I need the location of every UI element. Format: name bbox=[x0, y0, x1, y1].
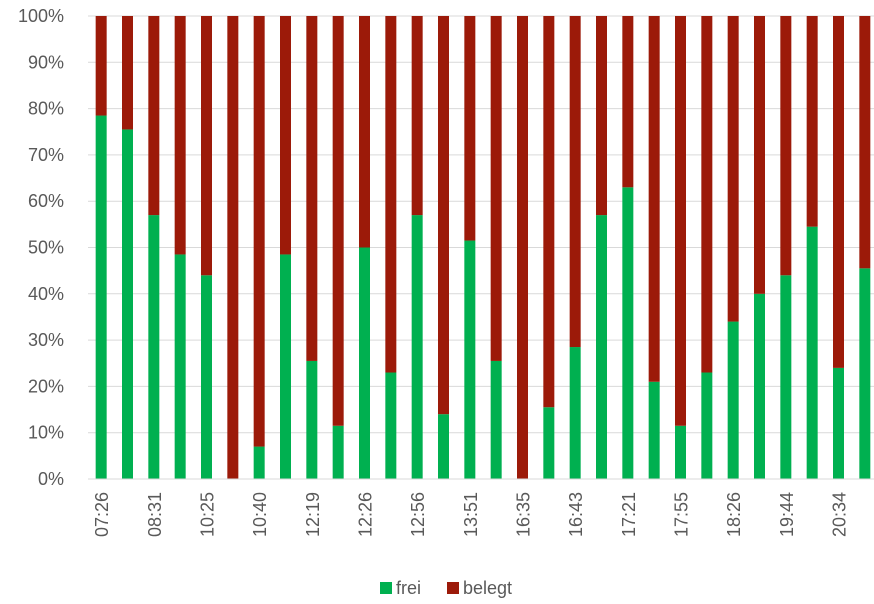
y-axis-ticks: 0% 10% 20% 30% 40% 50% 60% 70% 80% 90% 100% bbox=[18, 6, 64, 489]
bar-belegt bbox=[148, 16, 160, 216]
bar-belegt bbox=[859, 16, 871, 269]
x-tick-label: 19:44 bbox=[777, 492, 797, 537]
bar-belegt bbox=[754, 16, 765, 294]
bar-belegt bbox=[833, 16, 844, 368]
bar-frei bbox=[122, 129, 133, 479]
bar-belegt bbox=[280, 16, 291, 255]
bar-frei bbox=[648, 381, 660, 479]
bar-belegt bbox=[359, 16, 370, 248]
y-tick-label: 0% bbox=[38, 469, 64, 489]
bar-belegt bbox=[517, 16, 528, 479]
bar-belegt bbox=[95, 16, 107, 116]
bar-frei bbox=[359, 247, 370, 479]
bar-belegt bbox=[622, 16, 634, 188]
bar-frei bbox=[675, 425, 686, 479]
bar-belegt bbox=[201, 16, 212, 276]
bar-belegt bbox=[253, 16, 265, 447]
legend-label-frei: frei bbox=[396, 578, 421, 598]
legend-swatch-frei bbox=[380, 582, 392, 594]
y-tick-label: 90% bbox=[28, 52, 64, 72]
y-tick-label: 80% bbox=[28, 99, 64, 119]
x-tick-label: 12:19 bbox=[303, 492, 323, 537]
bar-belegt bbox=[648, 16, 660, 382]
x-tick-label: 18:26 bbox=[724, 492, 744, 537]
y-tick-label: 70% bbox=[28, 145, 64, 165]
y-tick-label: 30% bbox=[28, 330, 64, 350]
bar-frei bbox=[596, 215, 607, 479]
bar-frei bbox=[490, 360, 502, 479]
bar-belegt bbox=[675, 16, 686, 426]
x-tick-label: 12:26 bbox=[356, 492, 376, 537]
x-tick-label: 10:25 bbox=[198, 492, 218, 537]
bar-belegt bbox=[701, 16, 713, 373]
bar-frei bbox=[701, 372, 713, 479]
bar-frei bbox=[622, 187, 634, 479]
y-tick-label: 20% bbox=[28, 376, 64, 396]
y-tick-label: 50% bbox=[28, 238, 64, 258]
bar-belegt bbox=[385, 16, 397, 373]
bar-belegt bbox=[438, 16, 449, 415]
bar-frei bbox=[201, 275, 212, 479]
x-tick-label: 16:43 bbox=[566, 492, 586, 537]
bar-frei bbox=[332, 425, 344, 479]
bars bbox=[95, 16, 871, 480]
x-tick-label: 08:31 bbox=[145, 492, 165, 537]
x-tick-label: 10:40 bbox=[250, 492, 270, 537]
legend: frei belegt bbox=[380, 578, 512, 598]
bar-frei bbox=[833, 367, 844, 479]
bar-belegt bbox=[596, 16, 607, 216]
x-axis-ticks: 07:26 08:31 10:25 10:40 12:19 12:26 12:56 13:51… bbox=[92, 492, 849, 537]
bar-belegt bbox=[464, 16, 476, 241]
x-tick-label: 12:56 bbox=[408, 492, 428, 537]
x-tick-label: 20:34 bbox=[830, 492, 850, 537]
y-tick-label: 60% bbox=[28, 191, 64, 211]
y-tick-label: 10% bbox=[28, 423, 64, 443]
gridlines bbox=[88, 15, 874, 434]
bar-frei bbox=[306, 360, 318, 479]
bar-belegt bbox=[306, 16, 318, 361]
bar-frei bbox=[464, 240, 476, 479]
legend-label-belegt: belegt bbox=[463, 578, 512, 598]
bar-frei bbox=[174, 254, 186, 479]
bar-frei bbox=[385, 372, 397, 479]
x-tick-label: 17:55 bbox=[672, 492, 692, 537]
bar-belegt bbox=[174, 16, 186, 255]
x-tick-label: 17:21 bbox=[619, 492, 639, 537]
bar-frei bbox=[806, 226, 818, 479]
bar-frei bbox=[411, 215, 423, 479]
x-tick-label: 16:35 bbox=[514, 492, 534, 537]
bar-frei bbox=[754, 293, 765, 479]
bar-belegt bbox=[122, 16, 133, 130]
bar-belegt bbox=[332, 16, 344, 426]
bar-frei bbox=[780, 275, 792, 479]
bar-frei bbox=[859, 268, 871, 479]
bar-belegt bbox=[227, 16, 239, 479]
legend-swatch-belegt bbox=[447, 582, 459, 594]
bar-belegt bbox=[411, 16, 423, 216]
bar-frei bbox=[727, 321, 739, 479]
bar-frei bbox=[543, 407, 555, 479]
bar-belegt bbox=[727, 16, 739, 322]
bar-belegt bbox=[806, 16, 818, 227]
y-tick-label: 40% bbox=[28, 284, 64, 304]
bar-belegt bbox=[569, 16, 581, 348]
bar-frei bbox=[569, 347, 581, 479]
y-tick-label: 100% bbox=[18, 6, 64, 26]
x-tick-label: 07:26 bbox=[92, 492, 112, 537]
bar-frei bbox=[280, 254, 291, 479]
bar-belegt bbox=[490, 16, 502, 361]
bar-frei bbox=[253, 446, 265, 479]
x-tick-label: 13:51 bbox=[461, 492, 481, 537]
bar-belegt bbox=[780, 16, 792, 276]
bar-frei bbox=[148, 215, 160, 479]
bar-belegt bbox=[543, 16, 555, 408]
bar-frei bbox=[95, 115, 107, 480]
bar-frei bbox=[438, 414, 449, 479]
